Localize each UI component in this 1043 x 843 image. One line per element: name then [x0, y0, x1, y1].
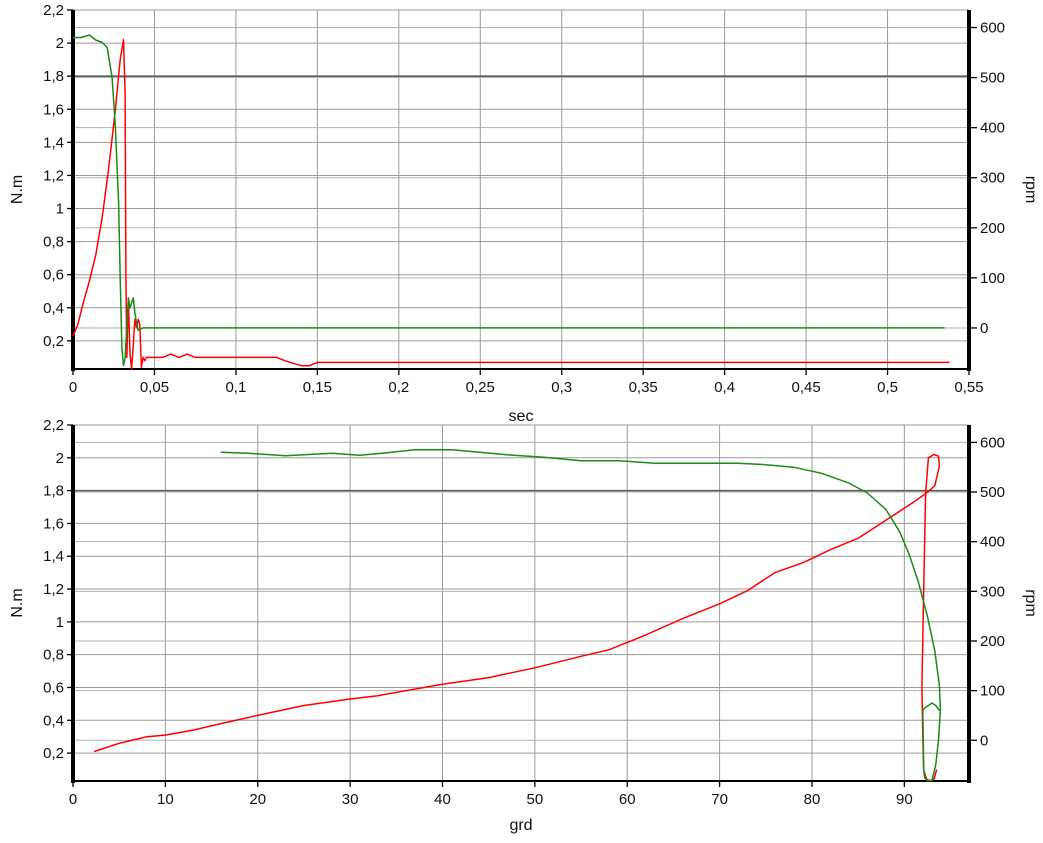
x-tick-label: 0,4: [714, 379, 735, 396]
y-tick-label: 1: [56, 201, 64, 218]
x-tick-label: 80: [804, 791, 821, 808]
x-tick-label: 0,55: [954, 379, 983, 396]
y2-tick-label: 200: [980, 633, 1005, 650]
series-line-1: [93, 453, 941, 782]
y-tick-label: 0,2: [43, 333, 64, 350]
x-tick-label: 90: [896, 791, 913, 808]
y2-tick-label: 400: [980, 534, 1005, 551]
x-tick-label: 0,1: [225, 379, 246, 396]
chart-panel-2: 0 10 20 30 40 50 60 70 80 900,20,40,60,811,21,41,…: [9, 417, 1039, 834]
y2-tick-label: 600: [980, 20, 1005, 37]
x-tick-label: 10: [157, 791, 174, 808]
x-tick-label: 0,15: [303, 379, 332, 396]
y-tick-label: 2: [56, 450, 64, 467]
chart-panel-1: 0 0,05 0,1 0,15 0,2 0,25 0,3 0,35 0,4 0,45 0,5 0,55…: [9, 2, 1039, 425]
x-tick-label: 40: [434, 791, 451, 808]
y-tick-label: 1,6: [43, 101, 64, 118]
x-tick-label: 20: [249, 791, 266, 808]
y-tick-label: 1,4: [43, 134, 64, 151]
y-axis-label: N.m: [9, 588, 26, 617]
y2-tick-label: 200: [980, 220, 1005, 237]
y2-tick-label: 500: [980, 70, 1005, 87]
x-axis-label: grd: [509, 817, 532, 834]
x-tick-label: 0,45: [791, 379, 820, 396]
x-tick-label: 0: [69, 791, 77, 808]
x-tick-label: 60: [619, 791, 636, 808]
x-tick-label: 70: [711, 791, 728, 808]
x-tick-label: 50: [527, 791, 544, 808]
series-line-2: [220, 449, 942, 782]
series-line-1: [72, 39, 950, 370]
y2-tick-label: 300: [980, 170, 1005, 187]
y-tick-label: 0,6: [43, 679, 64, 696]
x-tick-label: 0,2: [388, 379, 409, 396]
y-tick-label: 1,4: [43, 548, 64, 565]
y2-tick-label: 400: [980, 120, 1005, 137]
y-tick-label: 0,8: [43, 234, 64, 251]
y-tick-label: 1: [56, 614, 64, 631]
x-tick-label: 0,25: [466, 379, 495, 396]
y2-tick-label: 0: [980, 320, 988, 337]
x-tick-label: 0,05: [140, 379, 169, 396]
y-tick-label: 0,4: [43, 712, 64, 729]
x-tick-label: 30: [342, 791, 359, 808]
y-tick-label: 2: [56, 35, 64, 52]
x-tick-label: 0,3: [551, 379, 572, 396]
y-tick-label: 1,2: [43, 167, 64, 184]
y-tick-label: 1,8: [43, 483, 64, 500]
y-tick-label: 1,2: [43, 581, 64, 598]
y2-axis-label: rpm: [1022, 589, 1039, 617]
y-tick-label: 0,6: [43, 267, 64, 284]
y-tick-label: 0,8: [43, 647, 64, 664]
y2-axis-label: rpm: [1022, 176, 1039, 204]
x-tick-label: 0: [69, 379, 77, 396]
x-axis-label: sec: [509, 408, 534, 425]
y-tick-label: 0,4: [43, 300, 64, 317]
y-axis-label: N.m: [9, 175, 26, 204]
y2-tick-label: 300: [980, 583, 1005, 600]
x-tick-label: 0,5: [877, 379, 898, 396]
y2-tick-label: 500: [980, 484, 1005, 501]
series-line-2: [73, 34, 945, 367]
y2-tick-label: 100: [980, 270, 1005, 287]
y-tick-label: 1,8: [43, 68, 64, 85]
y2-tick-label: 100: [980, 683, 1005, 700]
y2-tick-label: 600: [980, 434, 1005, 451]
y2-tick-label: 0: [980, 732, 988, 749]
plot-area: [73, 425, 969, 781]
y-tick-label: 0,2: [43, 745, 64, 762]
y-tick-label: 2,2: [43, 417, 64, 434]
y-tick-label: 1,6: [43, 515, 64, 532]
y-tick-label: 2,2: [43, 2, 64, 19]
plot-area: [73, 10, 969, 369]
x-tick-label: 0,35: [629, 379, 658, 396]
